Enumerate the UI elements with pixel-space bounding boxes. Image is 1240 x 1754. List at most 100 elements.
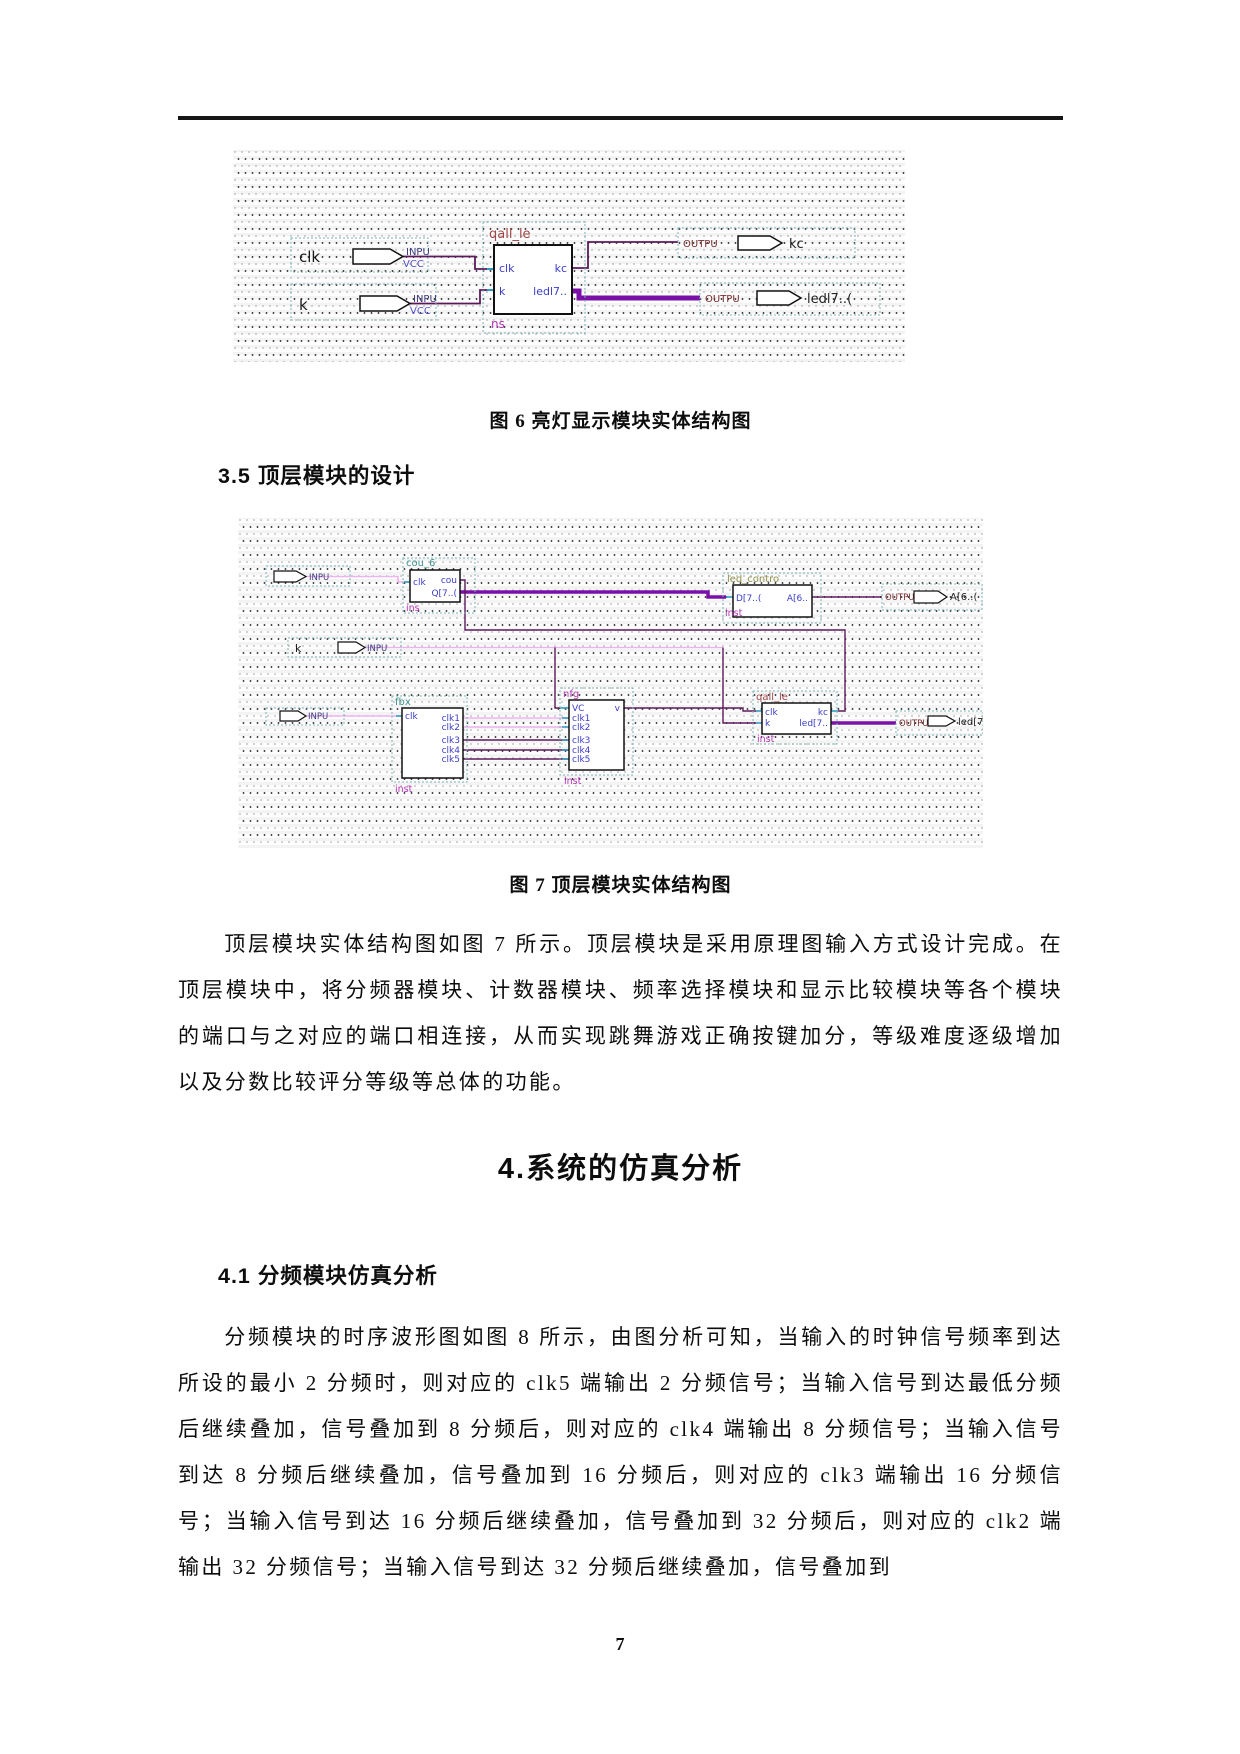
input-pin-clk-low: INPU xyxy=(265,707,345,726)
output-pin-icon xyxy=(927,715,957,727)
figure7-schematic: INPU cou_6 clk cou Q[7..( ins led_contro xyxy=(238,518,983,848)
wire-kc xyxy=(572,241,678,269)
output-pin-icon xyxy=(756,290,803,306)
port-clk4: clk4 xyxy=(572,746,591,756)
block-body xyxy=(568,699,625,771)
port-led: ledl7.. xyxy=(533,285,567,298)
input-pin-icon xyxy=(352,248,405,265)
pin-label: clk xyxy=(299,248,320,266)
port-a: A[6.. xyxy=(787,594,808,604)
output-pin-icon xyxy=(913,590,949,604)
paragraph-top-module: 顶层模块实体结构图如图 7 所示。顶层模块是采用原理图输入方式设计完成。在顶层模… xyxy=(178,932,1063,1094)
block-body xyxy=(401,707,464,779)
port-clk1: clk1 xyxy=(442,714,460,724)
selection-box xyxy=(290,283,437,321)
selection-box xyxy=(482,221,586,334)
block-led-control: led_contro D[7..( A[6.. inst xyxy=(722,572,822,624)
port-vc: VC xyxy=(572,704,584,714)
pin-type: INPU xyxy=(308,712,328,722)
pin-type: INPU xyxy=(309,573,329,583)
selection-box xyxy=(391,695,468,783)
block-body xyxy=(761,702,832,735)
pin-label: k xyxy=(299,296,308,314)
bus-q xyxy=(460,590,726,599)
selection-box xyxy=(402,557,476,614)
block-title: nfg xyxy=(563,689,579,700)
page-number: 7 xyxy=(615,1634,625,1654)
heading-3-5: 3.5 顶层模块的设计 xyxy=(218,464,416,488)
port-clk: clk xyxy=(413,578,426,588)
wire-clk-top xyxy=(306,575,404,583)
wire-nfg-stubs xyxy=(562,717,569,760)
selection-box xyxy=(722,572,822,624)
selection-box xyxy=(265,565,351,587)
figure6-schematic: clk INPU VCC k INPU VCC qall_le xyxy=(233,150,905,362)
input-pin-icon xyxy=(273,570,308,583)
port-clk4: clk4 xyxy=(442,746,461,756)
selection-box xyxy=(752,690,838,745)
block-divider: fbx clk clk1 clk2 clk3 clk4 clk5 inst xyxy=(391,695,468,795)
wire-cou-kc-loop xyxy=(460,579,846,712)
selection-box xyxy=(677,227,856,259)
block-freq-select: nfg VC clk1 clk2 clk3 clk4 clk5 v inst xyxy=(559,687,634,787)
port-kc: kc xyxy=(555,262,567,275)
pin-type: INPU xyxy=(367,644,387,654)
wire-vc-branch xyxy=(554,647,560,709)
pin-type: INPU xyxy=(406,247,430,258)
block-body xyxy=(732,584,813,618)
figure6-wires xyxy=(403,241,700,305)
port-k: k xyxy=(765,719,771,729)
port-clk2: clk2 xyxy=(442,723,460,733)
header-rule xyxy=(178,116,1063,120)
block-title: cou_6 xyxy=(406,558,435,569)
output-pin-kc: OUTPU kc xyxy=(677,227,856,259)
port-clk1: clk1 xyxy=(572,714,590,724)
figure7-diagram: INPU cou_6 clk cou Q[7..( ins led_contro xyxy=(265,557,983,795)
instance-label: inst xyxy=(757,734,775,745)
input-pin-k: k INPU VCC xyxy=(290,283,437,321)
output-pin-led: OUTPU led[7..( xyxy=(895,710,983,736)
block-qall-le: qall_le clk k kc ledl7.. ns xyxy=(482,221,586,334)
port-kc: kc xyxy=(818,708,828,718)
port-clk: clk xyxy=(499,262,515,275)
output-pin-led: OUTPU ledl7..( xyxy=(699,282,881,316)
selection-box xyxy=(881,583,983,611)
block-body xyxy=(409,569,461,603)
paragraph-divider-sim: 分频模块的时序波形图如图 8 所示，由图分析可知，当输入的时钟信号频率到达所设的… xyxy=(178,1325,1063,1579)
pin-label: kc xyxy=(789,237,804,252)
pin-type: OUTPU xyxy=(705,294,740,305)
block-game: qall_le clk k kc led[7.. inst xyxy=(752,690,838,745)
pin-label: k xyxy=(295,642,302,655)
figure6-caption: 图 6 亮灯显示模块实体结构图 xyxy=(489,411,752,432)
instance-label: inst xyxy=(564,776,582,787)
pin-label: led[7..( xyxy=(958,717,983,728)
pin-label: A[6..( xyxy=(950,592,977,603)
figure7-wires xyxy=(306,575,896,760)
wire-v-to-clk xyxy=(624,707,756,712)
block-title: qall_le xyxy=(756,692,788,703)
block-title: fbx xyxy=(395,697,411,708)
pin-vcc: VCC xyxy=(410,306,431,317)
block-title: led_contro xyxy=(727,574,779,585)
selection-box xyxy=(559,687,634,776)
heading-4: 4.系统的仿真分析 xyxy=(497,1153,744,1185)
instance-label: ns xyxy=(491,317,505,331)
port-q: Q[7..( xyxy=(431,589,457,599)
port-d: D[7..( xyxy=(736,594,761,604)
selection-box xyxy=(290,237,429,273)
wire-k-drop xyxy=(722,647,756,724)
block-title: qall_le xyxy=(489,227,531,242)
instance-label: inst xyxy=(725,608,743,619)
port-cou: cou xyxy=(441,576,457,586)
instance-label: ins xyxy=(406,603,420,614)
figure7-caption: 图 7 顶层模块实体结构图 xyxy=(509,875,732,896)
input-pin-clk: clk INPU VCC xyxy=(290,237,430,273)
port-led: led[7.. xyxy=(799,719,828,729)
port-clk2: clk2 xyxy=(572,723,590,733)
pin-type: INPU xyxy=(413,294,437,305)
pin-type: OUTPU xyxy=(683,239,718,250)
input-pin-clk-top: INPU xyxy=(265,565,351,587)
port-k: k xyxy=(499,285,506,298)
input-pin-icon xyxy=(279,710,308,722)
